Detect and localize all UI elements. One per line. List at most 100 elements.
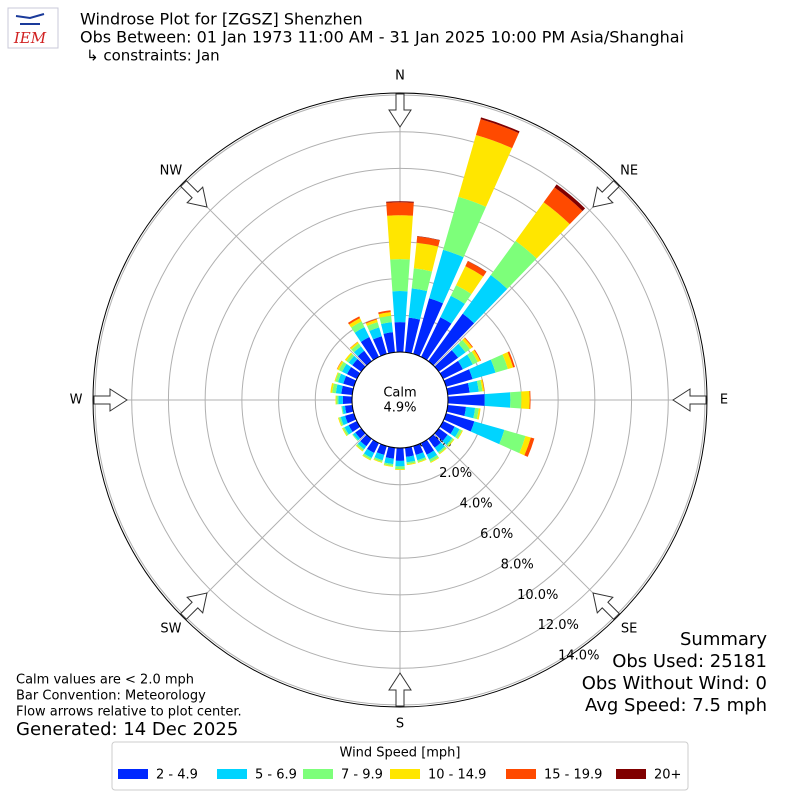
bar-segment: [440, 295, 465, 324]
bar-segment: [352, 434, 359, 441]
bar-segment: [360, 434, 372, 447]
bar-segment: [362, 455, 371, 461]
bar-segment: [346, 353, 355, 363]
bar-segment: [507, 351, 515, 368]
bar-segment: [462, 337, 473, 350]
bar-segment: [521, 390, 530, 410]
spoke: [433, 183, 617, 367]
bar-segment: [529, 390, 531, 410]
legend-swatch: [118, 769, 148, 779]
bar-segment: [482, 379, 485, 392]
bar-segment: [353, 346, 365, 357]
bar-segment: [446, 437, 454, 447]
bar-segment: [484, 392, 511, 408]
bar-segment: [443, 369, 473, 387]
flow-arrow: [388, 672, 412, 707]
bar-segment: [415, 452, 426, 461]
bar-segment: [411, 268, 433, 292]
bar-segment: [383, 332, 395, 354]
compass-label: NE: [620, 163, 638, 178]
bar-segment: [464, 406, 476, 419]
grid-ring: [131, 131, 669, 669]
bar-segment: [357, 350, 372, 366]
bar-segment: [351, 321, 365, 333]
bar-segment: [428, 434, 441, 448]
r-tick-label: 10.0%: [517, 588, 558, 603]
bar-segment: [406, 462, 416, 466]
r-tick-label: 2.0%: [439, 466, 472, 481]
bar-segment: [346, 366, 361, 379]
bar-segment: [465, 261, 487, 277]
bar-segment: [458, 354, 473, 370]
grid-ring: [167, 167, 633, 633]
bar-segment: [439, 447, 447, 455]
bar-segment: [417, 458, 427, 463]
bar-segment: [345, 413, 357, 424]
bar-segment: [554, 184, 586, 211]
bar-segment: [385, 446, 395, 459]
calm-label: Calm: [383, 386, 416, 401]
bar-segment: [392, 291, 408, 323]
bar-segment: [340, 415, 348, 426]
bar-segment: [476, 379, 483, 392]
bar-segment: [469, 359, 496, 380]
summary-line: Obs Without Wind: 0: [582, 673, 767, 694]
r-tick-label: 8.0%: [501, 557, 534, 572]
bar-segment: [455, 429, 463, 439]
flow-arrow: [592, 180, 620, 208]
bar-segment: [376, 443, 387, 455]
bar-segment: [378, 312, 392, 318]
subtitle: Obs Between: 01 Jan 1973 11:00 AM - 31 J…: [80, 28, 684, 47]
bar-segment: [383, 462, 394, 466]
bar-segment: [338, 417, 344, 426]
bar-segment: [344, 405, 354, 414]
flow-arrow: [672, 388, 707, 412]
legend-swatch: [390, 769, 420, 779]
bar-segment: [337, 417, 342, 427]
bar-segment: [456, 266, 484, 295]
flow-arrow: [180, 180, 208, 208]
bar-segment: [351, 343, 361, 353]
bar-segment: [430, 457, 440, 463]
bar-segment: [462, 275, 508, 324]
bar-segment: [434, 350, 459, 372]
constraints: ↳ constraints: Jan: [86, 47, 220, 65]
spoke: [183, 183, 367, 367]
bar-segment: [458, 339, 471, 353]
bar-segment: [373, 336, 387, 357]
r-tick-label: 6.0%: [480, 527, 513, 542]
bar-segment: [373, 458, 383, 463]
bar-segment: [515, 202, 570, 259]
bar-segment: [344, 425, 353, 435]
bar-segment: [342, 405, 347, 415]
bar-segment: [387, 215, 413, 260]
bar-segment: [394, 322, 406, 353]
compass-label: S: [396, 717, 404, 732]
bar-segment: [450, 285, 472, 304]
bar-segment: [475, 119, 519, 149]
logo: IEM: [7, 7, 59, 49]
bar-segment: [365, 318, 377, 324]
bar-segment: [363, 448, 375, 458]
bar-segment: [405, 455, 416, 463]
bar-segment: [383, 464, 394, 467]
bar-segment: [421, 317, 452, 361]
calm-circle: [351, 351, 449, 449]
bar-segment: [474, 349, 482, 361]
legend-swatch: [616, 769, 646, 779]
bar-segment: [366, 439, 379, 454]
bar-segment: [342, 427, 348, 437]
bar-segment: [395, 468, 405, 471]
bar-segment: [335, 395, 337, 405]
legend-swatch: [303, 769, 333, 779]
spoke: [433, 433, 617, 617]
bar-segment: [365, 319, 378, 326]
legend-label: 15 - 19.9: [544, 768, 602, 783]
bar-segment: [348, 421, 361, 432]
note: Calm values are < 2.0 mph: [16, 673, 194, 688]
bar-segment: [499, 429, 526, 454]
bar-segment: [342, 427, 349, 436]
bar-segment: [480, 117, 520, 134]
bar-segment: [543, 187, 583, 225]
